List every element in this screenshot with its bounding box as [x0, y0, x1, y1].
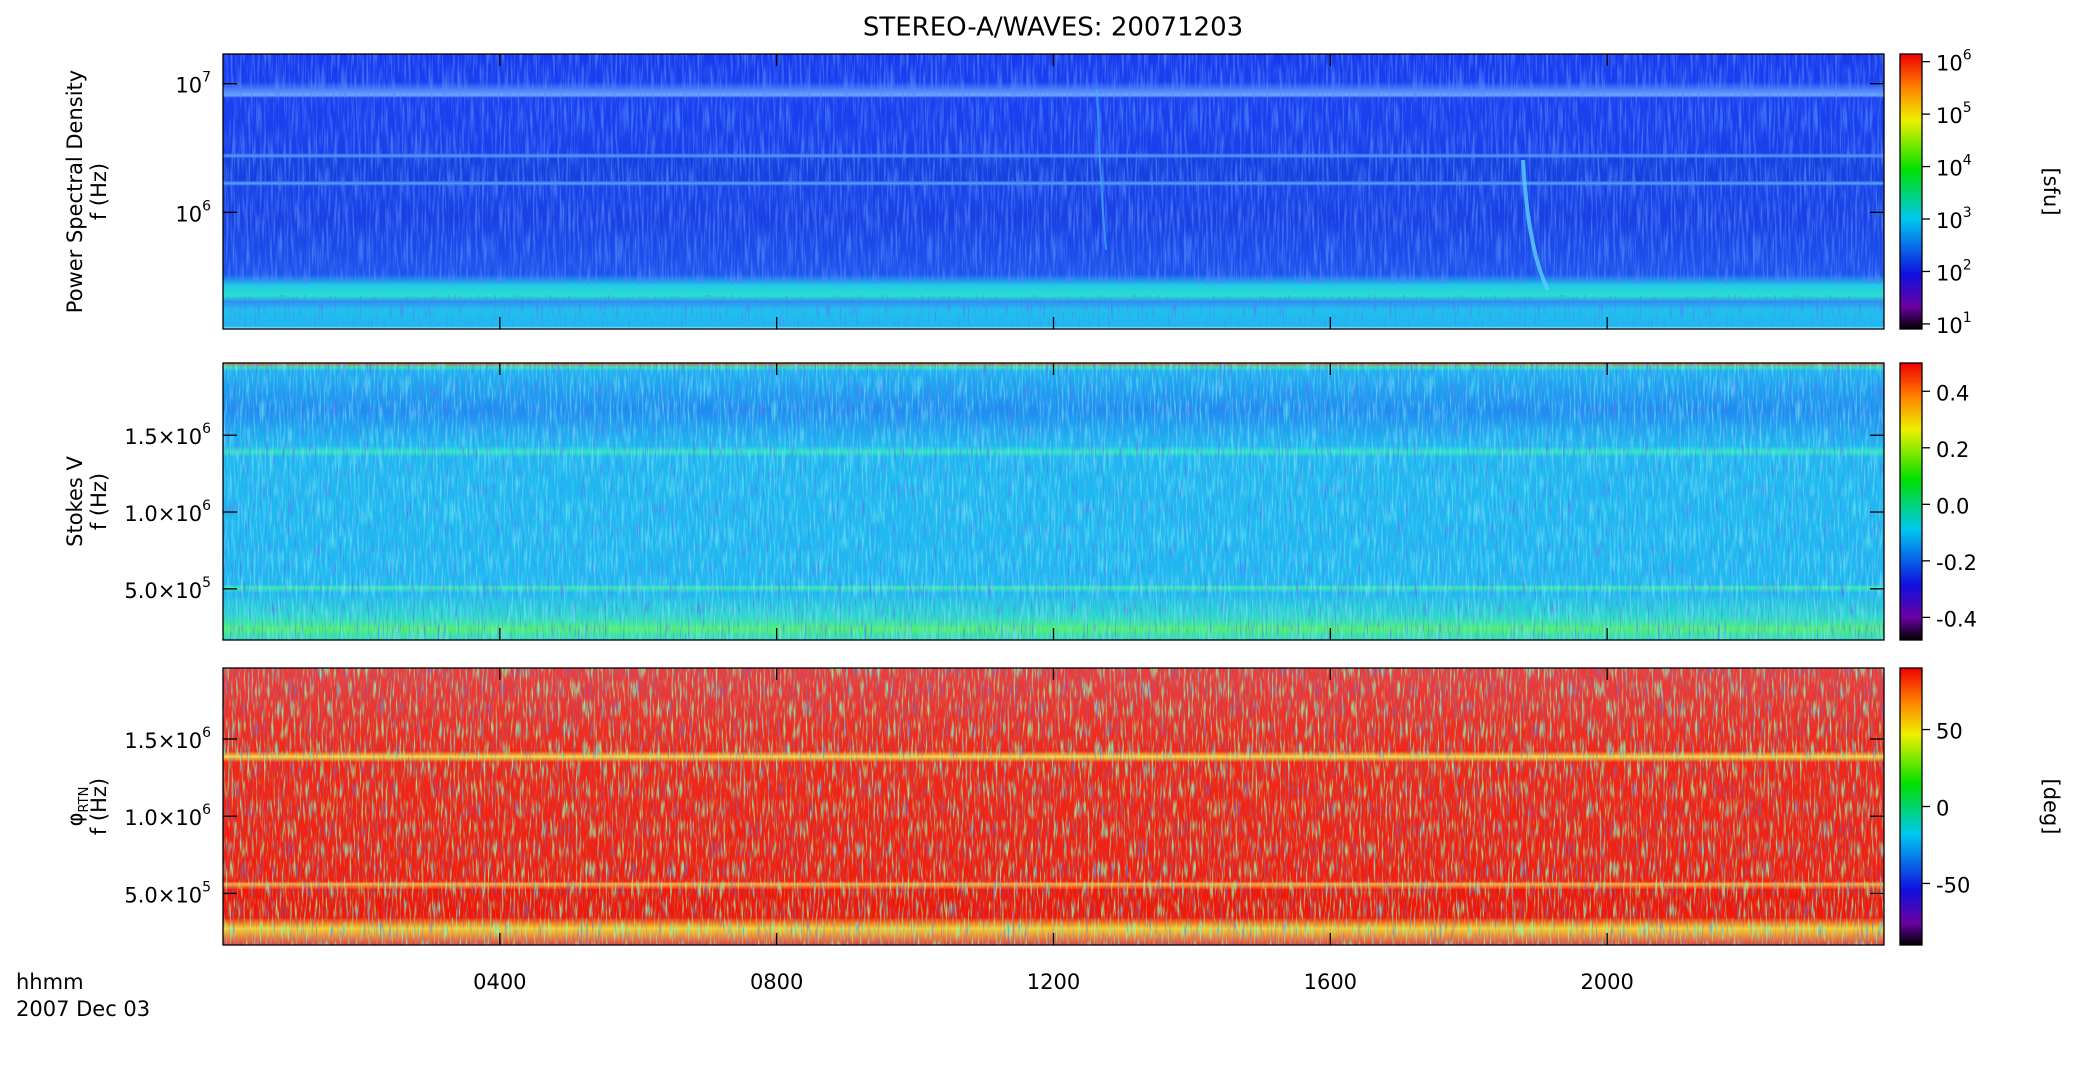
colorbar-tick-label: 102 — [1936, 257, 1972, 285]
y-tick-label-exponent: 6 — [202, 198, 211, 214]
x-tick-label: 2000 — [1580, 970, 1633, 994]
colorbar — [1899, 667, 1923, 946]
x-tick-label: 1600 — [1304, 970, 1357, 994]
x-axis-label: hhmm — [16, 970, 84, 994]
y-tick-label-base: 5.0×10 — [124, 883, 202, 907]
y-tick-label-base: 1.0×10 — [124, 806, 202, 830]
y-tick-label-base: 1.0×10 — [124, 502, 202, 526]
colorbar-tick-label: 106 — [1936, 48, 1972, 76]
colorbar-label: [sfu] — [2039, 167, 2063, 215]
y-tick-label-exponent: 6 — [202, 725, 211, 741]
burst-feature — [1521, 159, 1550, 291]
y-axis-label-text: Power Spectral Density — [63, 70, 87, 313]
heatmap-texture — [223, 363, 1884, 640]
y-tick-label: 106 — [175, 198, 211, 226]
colorbar-tick-label-base: 10 — [1936, 104, 1963, 128]
y-tick-label: 5.0×105 — [124, 879, 211, 907]
y-axis-label: f (Hz) — [87, 778, 111, 835]
colorbar-tick-label: 103 — [1936, 205, 1972, 233]
y-tick-label: 1.5×106 — [124, 725, 211, 753]
colorbar-tick-label: -50 — [1936, 873, 1970, 897]
y-tick-label: 5.0×105 — [124, 575, 211, 603]
colorbar-tick-label: 0.4 — [1936, 381, 1969, 405]
colorbar-tick-label-exponent: 2 — [1963, 257, 1972, 273]
y-tick-label-base: 10 — [175, 74, 202, 98]
y-tick-label-base: 5.0×10 — [124, 579, 202, 603]
y-axis-label-text: φ — [63, 812, 87, 826]
y-tick-label: 1.0×106 — [124, 802, 211, 830]
x-tick-label: 1200 — [1027, 970, 1080, 994]
colorbar-tick-label: -0.4 — [1936, 607, 1977, 631]
burst-feature — [1096, 89, 1107, 251]
y-tick-label-exponent: 5 — [202, 879, 211, 895]
heatmap-texture — [223, 54, 1884, 284]
y-tick-label-exponent: 6 — [202, 421, 211, 437]
y-tick-label-base: 10 — [175, 202, 202, 226]
colorbar-tick-label-exponent: 5 — [1963, 100, 1972, 116]
colorbar-tick-label: 104 — [1936, 153, 1972, 181]
colorbar-tick-label: 101 — [1936, 310, 1972, 338]
chart-title: STEREO-A/WAVES: 20071203 — [863, 13, 1243, 43]
colorbar-tick-label: 50 — [1936, 720, 1963, 744]
colorbar — [1899, 362, 1923, 641]
colorbar-tick-label-base: 10 — [1936, 261, 1963, 285]
colorbar — [1899, 53, 1923, 330]
y-axis-label: f (Hz) — [87, 163, 111, 220]
colorbar-tick-label: 0.0 — [1936, 494, 1969, 518]
colorbar-label: [deg] — [2039, 779, 2063, 835]
colorbar-tick-label-exponent: 3 — [1963, 205, 1972, 221]
y-axis-label-subscript: RTN — [77, 787, 92, 813]
y-tick-label-exponent: 6 — [202, 498, 211, 514]
colorbar-tick-label-base: 0.0 — [1936, 494, 1969, 518]
colorbar-tick-label: -0.2 — [1936, 551, 1977, 575]
y-tick-label-base: 1.5×10 — [124, 425, 202, 449]
x-tick-label: 0400 — [473, 970, 526, 994]
y-tick-label: 107 — [175, 70, 211, 98]
y-tick-label-exponent: 5 — [202, 575, 211, 591]
colorbar-tick-label-base: 10 — [1936, 157, 1963, 181]
colorbar-tick-label: 0 — [1936, 797, 1949, 821]
colorbar-tick-label-exponent: 1 — [1963, 310, 1972, 326]
colorbar-tick-label: 0.2 — [1936, 438, 1969, 462]
y-axis-label: φRTN — [63, 787, 92, 827]
y-axis-label-text: f (Hz) — [87, 473, 111, 530]
y-axis-label-text: f (Hz) — [87, 778, 111, 835]
colorbar-tick-label: 105 — [1936, 100, 1972, 128]
y-tick-label-exponent: 7 — [202, 70, 211, 86]
heatmap-texture — [223, 668, 1884, 945]
colorbar-tick-label-exponent: 4 — [1963, 153, 1972, 169]
y-axis-label-text: Stokes V — [63, 456, 87, 547]
x-tick-label: 0800 — [750, 970, 803, 994]
y-tick-label-base: 1.5×10 — [124, 729, 202, 753]
heatmap-image — [223, 54, 1884, 945]
y-axis-label-text: f (Hz) — [87, 163, 111, 220]
colorbar-tick-label-base: 10 — [1936, 314, 1963, 338]
colorbar-tick-label-base: 10 — [1936, 209, 1963, 233]
y-axis-label: Power Spectral Density — [63, 70, 87, 313]
y-tick-label: 1.0×106 — [124, 498, 211, 526]
y-axis-label: Stokes V — [63, 456, 87, 547]
colorbar-tick-label-base: 10 — [1936, 52, 1963, 76]
colorbar-tick-label-exponent: 6 — [1963, 48, 1972, 64]
date-label: 2007 Dec 03 — [16, 997, 150, 1021]
y-tick-label: 1.5×106 — [124, 421, 211, 449]
y-tick-label-exponent: 6 — [202, 802, 211, 818]
y-axis-label: f (Hz) — [87, 473, 111, 530]
